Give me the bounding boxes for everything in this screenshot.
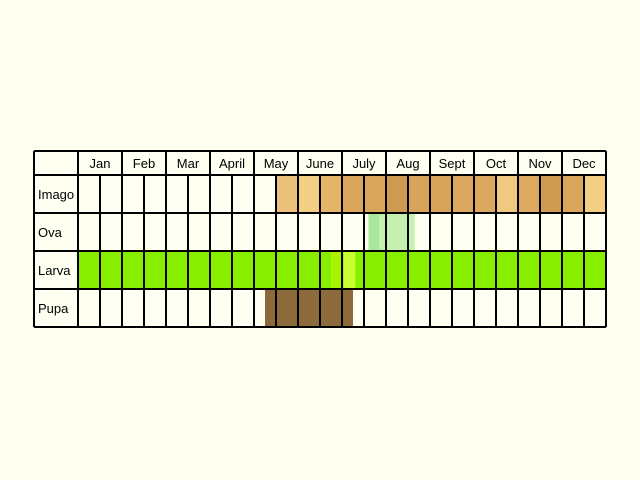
month-label-june: June (306, 156, 334, 171)
span-imago-0 (276, 175, 298, 213)
month-label-april: April (219, 156, 245, 171)
span-imago-1 (298, 175, 320, 213)
row-label-ova: Ova (38, 225, 63, 240)
month-label-may: May (264, 156, 289, 171)
month-label-oct: Oct (486, 156, 507, 171)
span-imago-7 (496, 175, 518, 213)
span-imago-10 (562, 175, 584, 213)
span-larva-3 (355, 251, 606, 289)
span-imago-2 (320, 175, 342, 213)
month-label-feb: Feb (133, 156, 155, 171)
month-label-dec: Dec (572, 156, 596, 171)
span-imago-9 (540, 175, 562, 213)
month-label-mar: Mar (177, 156, 200, 171)
span-ova-0 (368, 213, 380, 251)
span-larva-0 (78, 251, 331, 289)
span-ova-1 (379, 213, 415, 251)
row-label-pupa: Pupa (38, 301, 69, 316)
span-imago-11 (584, 175, 606, 213)
span-imago-8 (518, 175, 540, 213)
row-label-larva: Larva (38, 263, 71, 278)
month-label-aug: Aug (396, 156, 419, 171)
span-larva-1 (331, 251, 345, 289)
month-label-sept: Sept (439, 156, 466, 171)
month-label-nov: Nov (528, 156, 552, 171)
row-label-imago: Imago (38, 187, 74, 202)
month-label-july: July (352, 156, 376, 171)
month-label-jan: Jan (90, 156, 111, 171)
span-larva-2 (344, 251, 356, 289)
span-pupa-0 (265, 289, 353, 327)
span-imago-4 (386, 175, 408, 213)
